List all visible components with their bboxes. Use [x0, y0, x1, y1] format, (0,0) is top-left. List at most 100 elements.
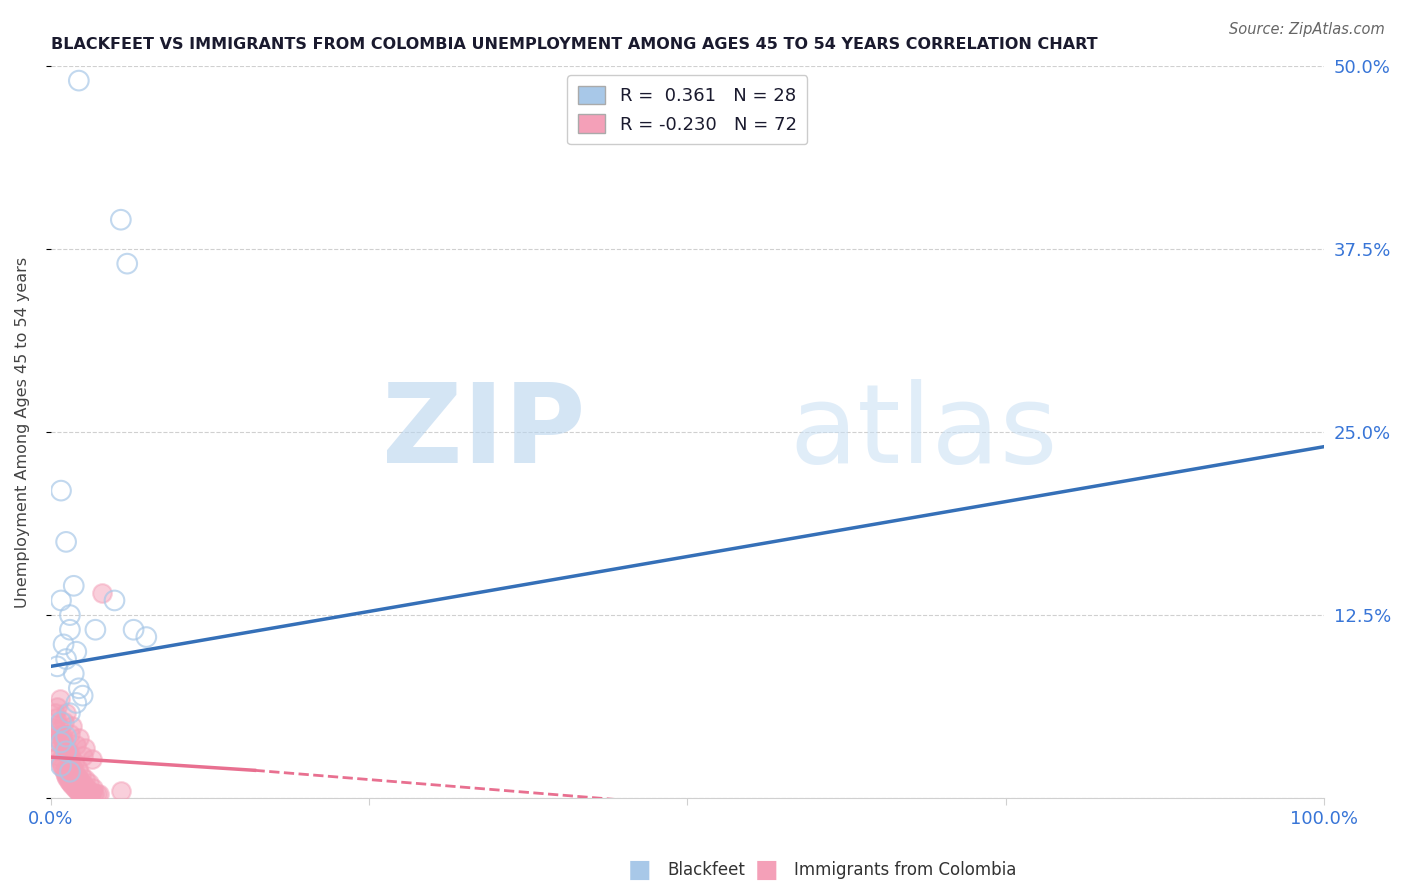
Point: [62, 778, 84, 792]
Point: [58, 773, 80, 788]
Point: [72, 787, 94, 801]
Point: [60, 757, 83, 772]
Text: atlas: atlas: [789, 378, 1057, 485]
Point: [62, 666, 84, 681]
Point: [90, 586, 112, 600]
Point: [65, 696, 87, 710]
Point: [77, 787, 100, 801]
Point: [56, 771, 79, 785]
Point: [63, 780, 86, 795]
Point: [52, 764, 75, 778]
Point: [67, 681, 90, 696]
Point: [72, 689, 94, 703]
Point: [77, 784, 100, 798]
Point: [72, 748, 94, 763]
Point: [67, 731, 90, 745]
Point: [76, 787, 98, 801]
Point: [49, 759, 72, 773]
Point: [59, 623, 82, 637]
Text: Immigrants from Colombia: Immigrants from Colombia: [794, 861, 1017, 879]
Point: [76, 780, 98, 795]
Point: [75, 772, 97, 786]
Point: [115, 257, 138, 271]
Point: [60, 776, 83, 790]
Point: [65, 768, 87, 782]
Text: ■: ■: [628, 858, 651, 881]
Point: [49, 593, 72, 607]
Point: [59, 608, 82, 623]
Point: [59, 747, 82, 762]
Text: ZIP: ZIP: [382, 378, 585, 485]
Point: [55, 744, 77, 758]
Point: [73, 787, 96, 801]
Text: BLACKFEET VS IMMIGRANTS FROM COLOMBIA UNEMPLOYMENT AMONG AGES 45 TO 54 YEARS COR: BLACKFEET VS IMMIGRANTS FROM COLOMBIA UN…: [51, 37, 1098, 53]
Point: [48, 718, 70, 732]
Point: [75, 787, 97, 801]
Point: [89, 787, 111, 801]
Point: [48, 723, 70, 738]
Point: [46, 700, 69, 714]
Point: [62, 755, 84, 769]
Point: [49, 735, 72, 749]
Point: [62, 719, 84, 733]
Point: [73, 778, 96, 792]
Point: [67, 73, 90, 87]
Point: [48, 748, 70, 763]
Point: [86, 787, 108, 801]
Point: [46, 659, 69, 673]
Point: [49, 730, 72, 744]
Point: [59, 727, 82, 741]
Point: [84, 623, 107, 637]
Point: [103, 593, 125, 607]
Point: [48, 753, 70, 767]
Point: [66, 784, 89, 798]
Point: [75, 741, 97, 756]
Point: [66, 762, 89, 776]
Point: [52, 737, 75, 751]
Point: [76, 787, 98, 801]
Point: [55, 744, 77, 758]
Point: [70, 768, 93, 782]
Point: [70, 787, 93, 801]
Legend: R =  0.361   N = 28, R = -0.230   N = 72: R = 0.361 N = 28, R = -0.230 N = 72: [567, 75, 807, 145]
Point: [55, 652, 77, 666]
Point: [55, 769, 77, 783]
Point: [65, 739, 87, 753]
Point: [59, 706, 82, 721]
Point: [83, 787, 105, 801]
Point: [45, 710, 67, 724]
Point: [52, 637, 75, 651]
Point: [44, 706, 66, 721]
Point: [82, 780, 104, 795]
Point: [58, 750, 80, 764]
Point: [67, 785, 90, 799]
Y-axis label: Unemployment Among Ages 45 to 54 years: Unemployment Among Ages 45 to 54 years: [15, 257, 30, 607]
Point: [80, 751, 103, 765]
Point: [42, 721, 65, 735]
Point: [49, 483, 72, 498]
Point: [67, 772, 90, 786]
Point: [55, 706, 77, 721]
Point: [49, 714, 72, 729]
Point: [55, 739, 77, 753]
Point: [80, 785, 103, 799]
Text: Blackfeet: Blackfeet: [668, 861, 745, 879]
Point: [69, 785, 91, 799]
Point: [65, 782, 87, 797]
Point: [55, 730, 77, 744]
Point: [49, 757, 72, 772]
Point: [51, 760, 73, 774]
Point: [110, 784, 132, 798]
Point: [70, 775, 93, 789]
Point: [48, 691, 70, 706]
Point: [52, 714, 75, 729]
Text: ■: ■: [755, 858, 778, 881]
Point: [62, 764, 84, 778]
Point: [55, 534, 77, 549]
Point: [79, 787, 101, 801]
Text: Source: ZipAtlas.com: Source: ZipAtlas.com: [1229, 22, 1385, 37]
Point: [65, 645, 87, 659]
Point: [62, 780, 84, 794]
Point: [51, 728, 73, 742]
Point: [62, 579, 84, 593]
